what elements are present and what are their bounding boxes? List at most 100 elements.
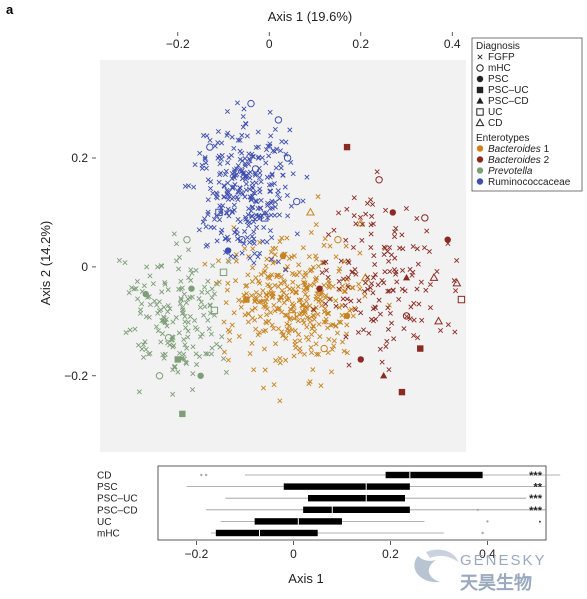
data-point	[271, 325, 277, 332]
data-point	[249, 233, 255, 239]
boxplot-group-label: UC	[97, 517, 111, 528]
data-point	[344, 322, 350, 328]
data-point	[205, 289, 211, 295]
data-point	[205, 317, 211, 323]
data-point	[249, 180, 256, 186]
data-point-square-open	[288, 312, 296, 320]
data-point	[210, 263, 216, 269]
data-point	[147, 273, 153, 279]
data-point	[205, 209, 211, 215]
data-point	[162, 281, 168, 287]
data-point	[313, 253, 319, 259]
data-point	[173, 315, 179, 321]
data-point	[288, 307, 294, 313]
data-point	[313, 275, 319, 281]
data-point	[237, 219, 243, 225]
data-point	[250, 265, 256, 271]
data-point	[131, 286, 137, 292]
data-point	[296, 262, 302, 268]
data-point	[315, 194, 321, 200]
data-point	[339, 339, 346, 345]
data-point	[207, 302, 213, 308]
data-point	[253, 198, 259, 204]
data-point	[427, 305, 433, 311]
data-point	[268, 290, 274, 296]
data-point	[247, 239, 253, 245]
data-point-triangle-open	[305, 207, 315, 216]
data-point	[182, 183, 188, 189]
series-ruminococcaceae	[182, 99, 310, 273]
data-point	[229, 322, 235, 328]
data-point	[312, 328, 318, 334]
boxplot-row-cd: CD ***	[97, 470, 561, 482]
data-point	[207, 185, 214, 192]
data-point	[339, 283, 346, 289]
data-point	[249, 213, 255, 219]
data-point	[397, 245, 403, 251]
data-point	[300, 245, 306, 251]
legend-label: Bacteroides 2	[488, 155, 550, 166]
data-point	[185, 334, 191, 340]
data-point	[357, 286, 363, 292]
data-point	[315, 311, 321, 317]
data-point	[284, 235, 290, 241]
data-point	[170, 319, 176, 325]
data-point	[277, 398, 283, 404]
data-point	[237, 167, 243, 173]
data-point	[139, 301, 145, 307]
data-point	[158, 263, 164, 269]
data-point	[217, 172, 223, 178]
data-point	[178, 296, 184, 302]
data-point	[255, 155, 261, 161]
data-point	[206, 326, 212, 332]
panel-label: a	[6, 2, 14, 17]
data-point	[365, 286, 371, 292]
data-point	[242, 228, 248, 234]
data-point	[134, 278, 140, 284]
data-point	[283, 151, 289, 157]
data-point	[281, 300, 287, 306]
x-axis-title-bottom: Axis 1	[288, 571, 323, 586]
data-point	[268, 286, 274, 292]
data-point	[303, 272, 309, 278]
data-point	[350, 313, 356, 319]
data-point	[368, 244, 374, 251]
data-point	[280, 333, 286, 339]
data-point	[303, 334, 310, 340]
data-point	[310, 367, 316, 373]
data-point	[258, 197, 264, 203]
data-point	[401, 326, 407, 332]
data-point	[158, 339, 164, 345]
data-point	[295, 332, 302, 338]
data-point	[326, 232, 332, 238]
data-point	[249, 279, 255, 285]
significance-label: ·	[538, 516, 542, 528]
data-point	[402, 288, 408, 294]
bottom-tick-label: 0.4	[479, 547, 496, 561]
data-point	[181, 291, 187, 297]
data-point	[316, 321, 322, 327]
data-point	[329, 346, 335, 352]
data-point	[251, 229, 257, 235]
data-point	[324, 310, 330, 316]
enterotype-dot-icon	[476, 145, 484, 152]
top-tick-label: 0.2	[352, 37, 369, 51]
data-point	[253, 296, 259, 302]
data-point	[341, 348, 347, 354]
data-point	[265, 143, 271, 149]
data-point	[274, 272, 280, 278]
data-point	[343, 237, 349, 243]
data-point	[219, 334, 225, 340]
data-point	[276, 298, 282, 304]
boxplot-row-uc: UC ·	[97, 516, 542, 528]
data-point	[142, 339, 148, 345]
data-point	[203, 224, 209, 230]
data-point	[304, 315, 310, 321]
data-point	[345, 284, 351, 290]
data-point	[275, 284, 281, 290]
top-axis-ticks: −0.2 0 0.2 0.4	[166, 32, 461, 51]
data-point	[393, 225, 399, 231]
data-point	[289, 270, 295, 276]
data-point	[216, 179, 222, 185]
